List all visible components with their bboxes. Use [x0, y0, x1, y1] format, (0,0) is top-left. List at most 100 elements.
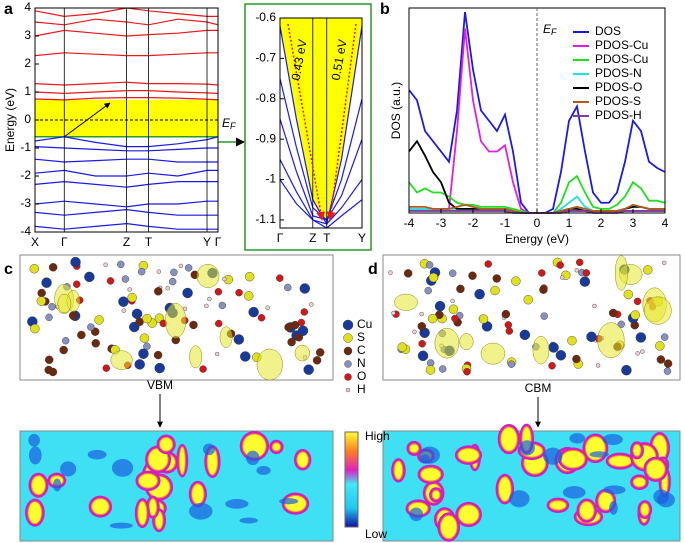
atom — [511, 276, 521, 286]
blob-low — [246, 450, 260, 466]
fermi-e: E — [543, 22, 552, 36]
atom — [418, 340, 426, 348]
series-line — [34, 90, 219, 95]
blob-low — [602, 434, 623, 445]
blob-core — [420, 467, 442, 482]
fermi-sub: F — [230, 121, 236, 131]
series-line — [34, 222, 218, 230]
atom — [117, 260, 125, 269]
atom — [299, 283, 311, 294]
atom — [131, 308, 143, 320]
atom — [417, 350, 429, 362]
atom — [617, 320, 625, 329]
x-tick-label: 3 — [630, 216, 637, 230]
transition-arrow — [326, 23, 357, 221]
atom — [425, 261, 434, 269]
atom — [505, 327, 514, 335]
atom — [240, 351, 251, 362]
atom — [106, 277, 115, 285]
series-line — [34, 208, 218, 216]
atom — [154, 362, 165, 374]
blob-core — [431, 489, 441, 500]
blob-low — [28, 433, 40, 447]
atom — [425, 365, 436, 375]
legend-label: C — [357, 343, 366, 357]
blob-low — [28, 446, 42, 465]
legend-label: PDOS-Cu — [595, 38, 648, 52]
series-line — [34, 29, 218, 37]
series-line — [279, 159, 363, 225]
atom — [519, 329, 531, 341]
blob-core — [296, 451, 309, 469]
atom — [41, 277, 52, 288]
fermi-sub: F — [551, 27, 557, 37]
atom — [297, 325, 309, 336]
atom — [61, 336, 70, 345]
atom — [233, 334, 245, 345]
atom — [135, 317, 144, 327]
atom — [214, 288, 223, 296]
atom — [127, 287, 132, 292]
blob-core — [632, 476, 647, 488]
atom — [663, 367, 672, 375]
atom — [222, 276, 227, 282]
atom — [77, 330, 86, 340]
series-line — [34, 146, 218, 152]
blob-core — [457, 447, 480, 463]
atom — [218, 301, 227, 310]
legend-label: PDOS-N — [595, 66, 642, 80]
atom — [214, 351, 220, 357]
panel-label: c — [4, 261, 13, 278]
atom — [538, 269, 546, 277]
blob-low — [52, 478, 62, 492]
atom — [417, 322, 426, 331]
atom — [663, 359, 673, 368]
y-tick-label: -4 — [20, 224, 31, 238]
blob-core — [498, 476, 512, 502]
legend-label: PDOS-Cu — [595, 52, 648, 66]
isosurface — [532, 335, 550, 365]
series-line — [34, 158, 218, 163]
x-tick-label: -1 — [500, 216, 511, 230]
y-tick-label: -1 — [20, 140, 31, 154]
blob-low — [603, 485, 626, 495]
blob-core — [159, 436, 174, 452]
atom — [244, 271, 255, 282]
atom — [70, 256, 81, 268]
blob-low — [589, 451, 609, 458]
isosurface — [110, 350, 133, 370]
atom — [567, 335, 577, 346]
atom — [463, 368, 471, 376]
series-line — [34, 97, 219, 101]
atom — [403, 269, 413, 278]
blob-core — [408, 443, 420, 454]
atom — [143, 342, 151, 350]
atom — [102, 364, 110, 372]
blob-low — [519, 440, 535, 456]
atom — [30, 323, 40, 334]
blob-low — [569, 433, 586, 444]
atom — [44, 365, 53, 375]
transition-arrow — [63, 102, 111, 138]
blob-low — [87, 449, 107, 460]
atom — [87, 323, 95, 331]
legend-label: PDOS-S — [595, 94, 641, 108]
atom — [244, 291, 254, 301]
y-tick-label: 1 — [24, 84, 31, 98]
atom — [572, 354, 581, 364]
cbm-label: CBM — [525, 381, 552, 395]
atom — [427, 313, 438, 324]
isosurface — [394, 293, 418, 311]
atom — [276, 274, 284, 282]
blob-core — [30, 475, 46, 496]
atom — [165, 286, 170, 291]
y-tick-label: -0.7 — [255, 51, 276, 65]
atom — [582, 269, 591, 277]
y-tick-label: 4 — [24, 0, 31, 14]
atom — [490, 285, 500, 296]
atom — [595, 363, 601, 368]
atom — [36, 296, 47, 306]
blob-core — [579, 501, 595, 521]
y-tick-label: -1.1 — [255, 212, 276, 226]
atom — [184, 264, 193, 272]
